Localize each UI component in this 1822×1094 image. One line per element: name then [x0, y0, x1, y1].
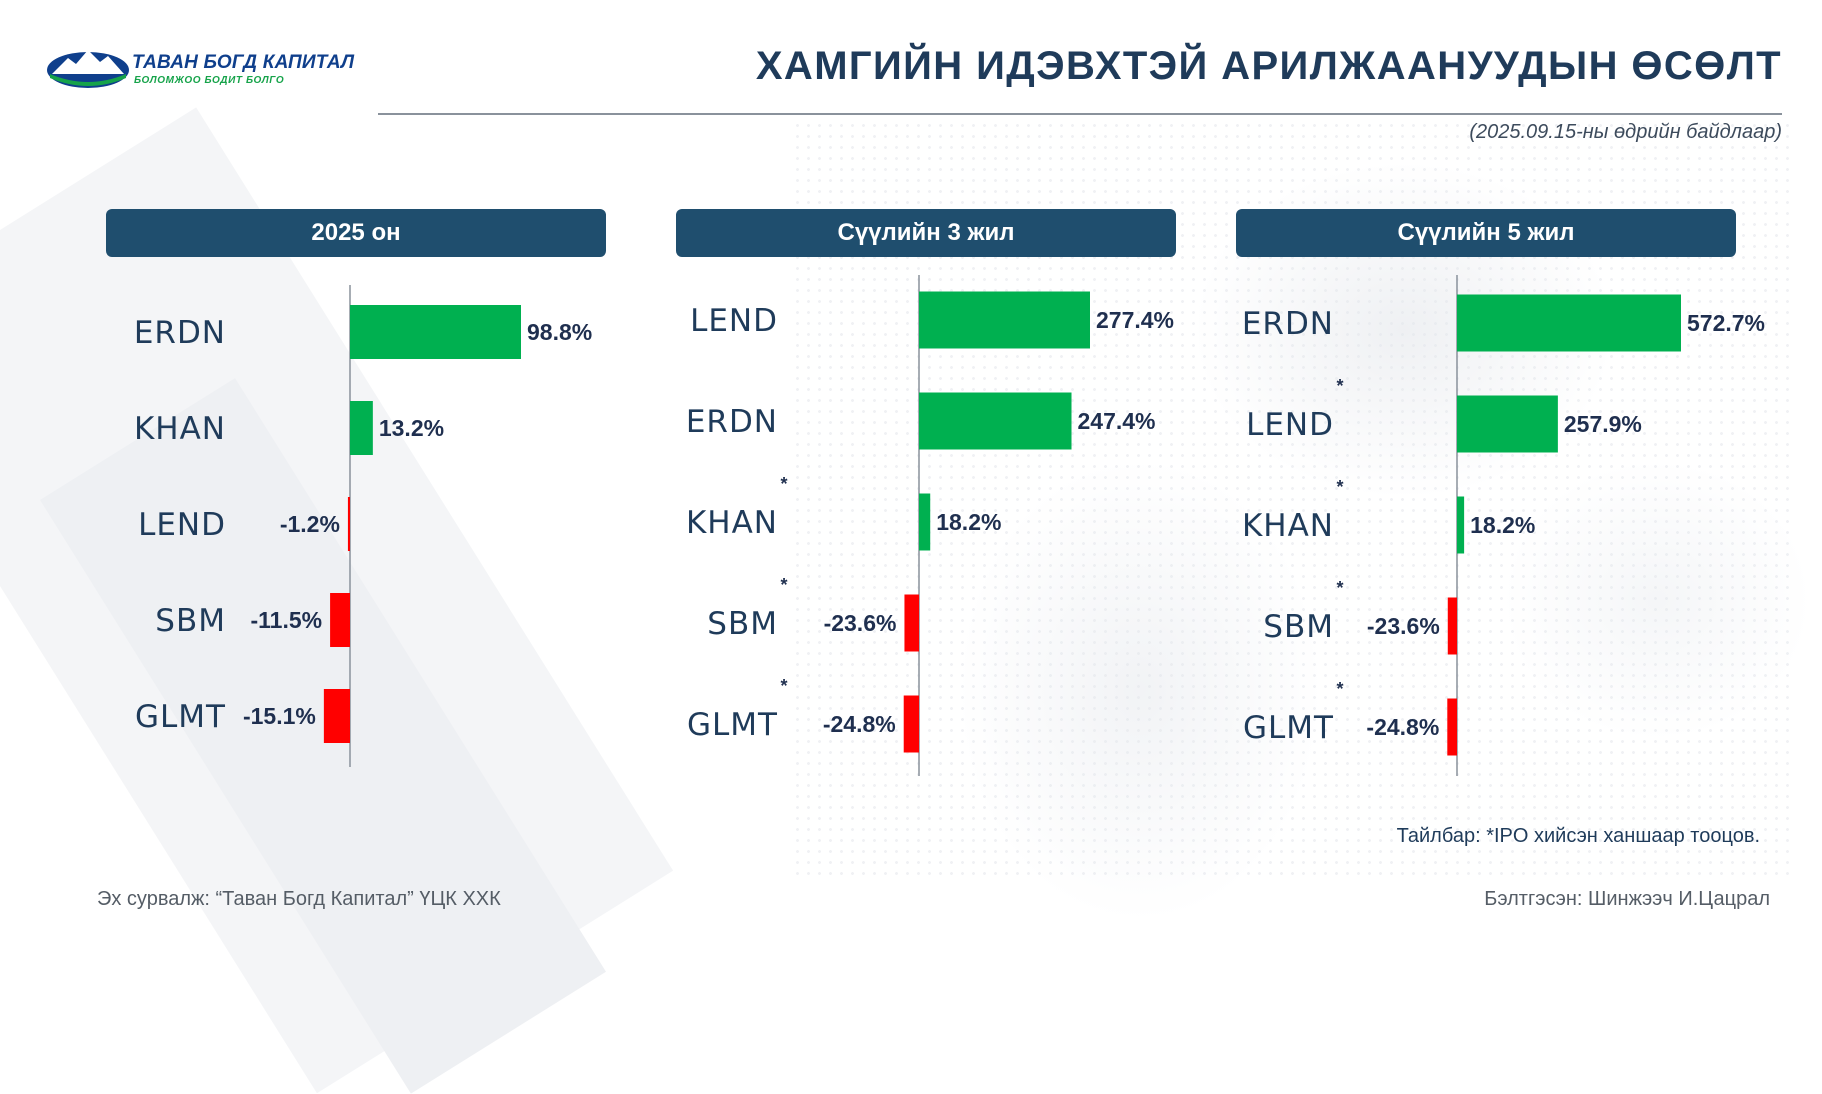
bar-charts: ERDN 98.8% KHAN 13.2% LEND -1.2% SBM -11.5% GLMT… — [134, 275, 1765, 776]
data-label: -11.5% — [250, 607, 322, 633]
bar — [350, 305, 521, 359]
ipo-asterisk: * — [1336, 477, 1343, 497]
category-label: LEND — [1246, 407, 1334, 443]
brand-name: ТАВАН БОГД КАПИТАЛ — [132, 52, 355, 73]
data-label: 247.4% — [1078, 408, 1156, 434]
category-label: ERDN — [1242, 306, 1334, 342]
ipo-note: Тайлбар: *IPO хийсэн ханшаар тооцов. — [1396, 825, 1760, 847]
data-label: 572.7% — [1687, 310, 1765, 336]
ipo-asterisk: * — [780, 676, 787, 696]
bar — [350, 401, 373, 455]
page-title: ХАМГИЙН ИДЭВХТЭЙ АРИЛЖААНУУДЫН ӨСӨЛТ — [755, 44, 1782, 88]
prepared-by-text: Бэлтгэсэн: Шинжээч И.Цацрал — [1484, 888, 1770, 910]
category-label: SBM — [1263, 609, 1334, 645]
bar — [1457, 496, 1465, 554]
ipo-asterisk: * — [1336, 376, 1343, 396]
bar — [919, 291, 1090, 349]
ipo-asterisk: * — [780, 474, 787, 494]
category-label: ERDN — [686, 404, 778, 440]
data-label: -24.8% — [1366, 714, 1439, 740]
ipo-asterisk: * — [1336, 578, 1343, 598]
mountain-logo-icon — [47, 50, 129, 88]
category-label: KHAN — [134, 411, 226, 447]
ipo-asterisk: * — [780, 575, 787, 595]
date-subtitle: (2025.09.15-ны өдрийн байдлаар) — [1469, 121, 1782, 143]
category-label: KHAN — [1242, 508, 1334, 544]
category-label: ERDN — [134, 315, 226, 351]
category-label: KHAN — [686, 505, 778, 541]
bar — [904, 594, 919, 652]
data-label: -1.2% — [280, 511, 340, 537]
bar — [330, 593, 350, 647]
data-label: -23.6% — [824, 610, 897, 636]
category-label: SBM — [707, 606, 778, 642]
data-label: 18.2% — [936, 509, 1001, 535]
title-divider — [378, 113, 1782, 115]
data-label: 98.8% — [527, 319, 592, 345]
category-label: GLMT — [1243, 710, 1334, 746]
bar — [1457, 395, 1558, 453]
ipo-asterisk: * — [1336, 679, 1343, 699]
data-label: 18.2% — [1470, 512, 1535, 538]
category-label: LEND — [138, 507, 226, 543]
panel-header-3-year: Сүүлийн 3 жил — [676, 209, 1176, 257]
category-label: GLMT — [135, 699, 226, 735]
data-label: -24.8% — [823, 711, 896, 737]
category-label: LEND — [690, 303, 778, 339]
category-label: SBM — [155, 603, 226, 639]
brand-slogan: БОЛОМЖОО БОДИТ БОЛГО — [134, 75, 285, 86]
bar — [919, 392, 1072, 450]
data-label: -23.6% — [1367, 613, 1440, 639]
bar — [1447, 698, 1457, 756]
source-text: Эх сурвалж: “Таван Богд Капитал” ҮЦК ХХК — [97, 888, 501, 910]
category-label: GLMT — [687, 707, 778, 743]
panel-header-2025: 2025 он — [106, 209, 606, 257]
bar — [919, 493, 931, 551]
data-label: 257.9% — [1564, 411, 1642, 437]
data-label: -15.1% — [243, 703, 316, 729]
bar — [1447, 597, 1457, 655]
bar — [323, 689, 350, 743]
bar — [1457, 294, 1681, 352]
bar — [347, 497, 350, 551]
panel-header-5-year: Сүүлийн 5 жил — [1236, 209, 1736, 257]
data-label: 13.2% — [379, 415, 444, 441]
bar — [903, 695, 919, 753]
company-logo: ТАВАН БОГД КАПИТАЛ БОЛОМЖОО БОДИТ БОЛГО — [46, 44, 354, 94]
data-label: 277.4% — [1096, 307, 1174, 333]
